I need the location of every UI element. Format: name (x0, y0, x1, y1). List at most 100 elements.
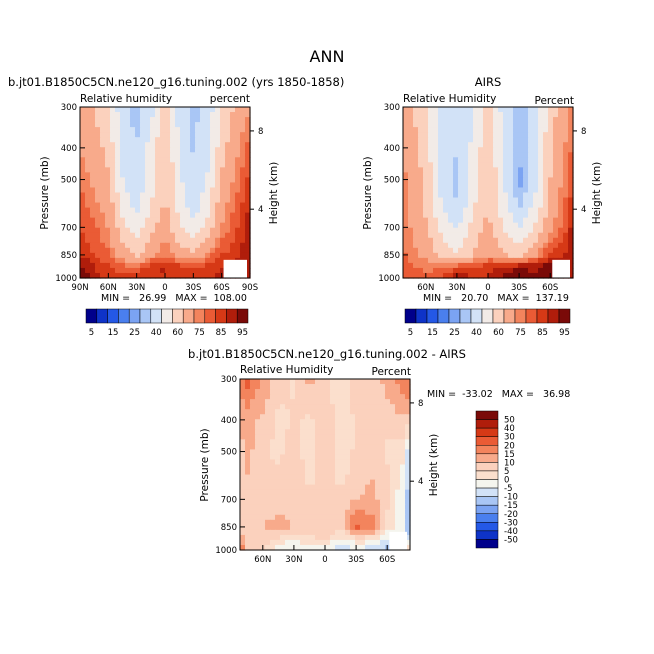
heatmap-cell (428, 232, 434, 239)
colorbar-label: 40 (504, 424, 515, 434)
heatmap-cell (418, 132, 424, 138)
heatmap-cell (335, 404, 341, 410)
heatmap-cell (85, 152, 91, 158)
heatmap-cell (528, 177, 534, 184)
heatmap-cell (260, 494, 266, 501)
heatmap-cell (543, 237, 549, 244)
heatmap-cell (478, 247, 484, 254)
heatmap-cell (165, 107, 171, 113)
heatmap-cell (105, 142, 111, 148)
heatmap-cell (428, 257, 434, 264)
heatmap-cell (250, 544, 256, 551)
heatmap-cell (458, 147, 464, 153)
heatmap-cell (190, 172, 196, 179)
heatmap-cell (245, 182, 251, 189)
heatmap-cell (428, 197, 434, 204)
heatmap-cell (260, 404, 266, 410)
heatmap-cell (568, 147, 574, 153)
heatmap-cell (458, 247, 464, 254)
heatmap-cell (270, 444, 276, 451)
heatmap-cell (275, 399, 281, 405)
heatmap-cell (85, 252, 91, 259)
heatmap-cell (498, 202, 504, 209)
heatmap-cell (215, 217, 221, 224)
heatmap-cell (400, 474, 406, 481)
heatmap-cell (145, 172, 151, 179)
heatmap-cell (185, 232, 191, 239)
heatmap-cell (180, 207, 186, 214)
heatmap-cell (483, 222, 489, 229)
heatmap-cell (413, 202, 419, 209)
heatmap-cell (543, 232, 549, 239)
heatmap-cell (90, 182, 96, 189)
heatmap-cell (335, 529, 341, 536)
heatmap-cell (80, 222, 86, 229)
heatmap-cell (433, 187, 439, 194)
heatmap-cell (140, 257, 146, 264)
heatmap-cell (270, 419, 276, 425)
heatmap-cell (428, 272, 434, 279)
colorbar-swatch (475, 462, 499, 472)
heatmap-cell (260, 439, 266, 445)
heatmap-cell (185, 202, 191, 209)
heatmap-cell (548, 177, 554, 184)
heatmap-cell (533, 232, 539, 239)
heatmap-cell (533, 107, 539, 113)
heatmap-cell (95, 267, 101, 274)
heatmap-cell (375, 434, 381, 440)
heatmap-cell (140, 222, 146, 229)
heatmap-cell (325, 494, 331, 501)
heatmap-cell (355, 484, 361, 491)
heatmap-cell (220, 242, 226, 249)
heatmap-cell (210, 152, 216, 158)
heatmap-cell (533, 272, 539, 279)
heatmap-cell (305, 454, 311, 461)
heatmap-cell (280, 409, 286, 415)
heatmap-cell (225, 177, 231, 184)
heatmap-cell (553, 227, 559, 234)
heatmap-cell (250, 524, 256, 531)
heatmap-cell (235, 247, 241, 254)
heatmap-cell (105, 167, 111, 173)
heatmap-cell (95, 247, 101, 254)
heatmap-cell (295, 484, 301, 491)
heatmap-cell (418, 232, 424, 239)
heatmap-cell (305, 404, 311, 410)
heatmap-cell (473, 107, 479, 113)
heatmap-cell (305, 499, 311, 506)
heatmap-cell (250, 494, 256, 501)
heatmap-cell (265, 389, 271, 395)
heatmap-cell (350, 529, 356, 536)
heatmap-cell (513, 272, 519, 279)
heatmap-cell (438, 152, 444, 158)
heatmap-cell (140, 147, 146, 153)
heatmap-cell (533, 172, 539, 179)
heatmap-cell (418, 237, 424, 244)
heatmap-cell (523, 252, 529, 259)
heatmap-cell (533, 237, 539, 244)
heatmap-cell (270, 534, 276, 541)
heatmap-cell (325, 459, 331, 466)
heatmap-cell (80, 257, 86, 264)
heatmap-cell (528, 267, 534, 274)
y-tick-label: 700 (221, 495, 237, 505)
heatmap-cell (473, 232, 479, 239)
heatmap-cell (400, 394, 406, 400)
colorbar-label: 25 (449, 328, 460, 338)
heatmap-cell (295, 404, 301, 410)
heatmap-cell (463, 142, 469, 148)
heatmap-cell (305, 389, 311, 395)
heatmap-cell (300, 454, 306, 461)
heatmap-cell (185, 107, 191, 113)
heatmap-cell (190, 227, 196, 234)
heatmap-cell (360, 544, 366, 551)
heatmap-cell (330, 414, 336, 420)
heatmap-cell (190, 127, 196, 133)
heatmap-cell (350, 499, 356, 506)
heatmap-cell (240, 449, 246, 456)
heatmap-cell (140, 262, 146, 269)
heatmap-cell (140, 217, 146, 224)
heatmap-cell (120, 257, 126, 264)
heatmap-cell (375, 534, 381, 541)
heatmap-cell (458, 112, 464, 118)
